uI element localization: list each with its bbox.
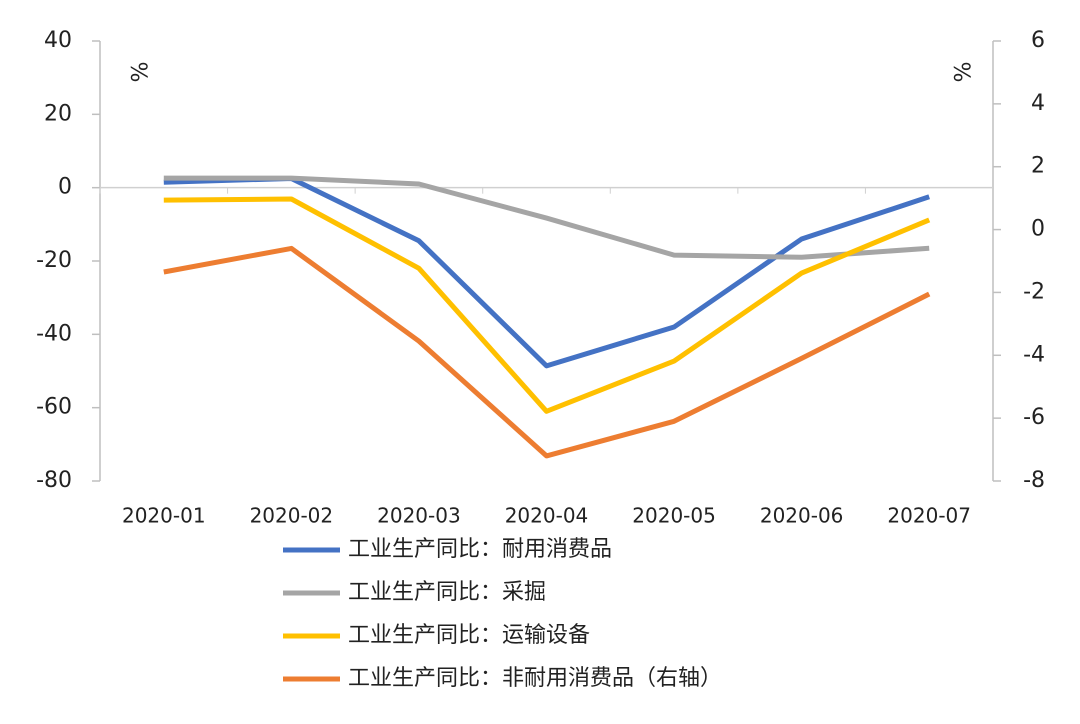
y2-tick-label: 4: [1031, 91, 1045, 116]
series-line: [163, 245, 931, 459]
y-tick-label: -60: [36, 395, 72, 420]
x-tick-label: 2020-06: [760, 504, 844, 528]
y-tick-label: -80: [36, 468, 72, 493]
legend-label: 工业生产同比：运输设备: [348, 623, 590, 648]
y2-tick-label: 2: [1031, 154, 1045, 179]
legend-label: 工业生产同比：耐用消费品: [348, 537, 612, 562]
legend-label: 工业生产同比：非耐用消费品（右轴）: [348, 666, 722, 691]
y-axis-label: %: [125, 62, 150, 83]
y2-tick-label: -4: [1023, 342, 1045, 367]
y-tick-label: -40: [36, 321, 72, 346]
series-line: [163, 175, 930, 260]
y2-tick-label: 0: [1031, 217, 1045, 242]
y2-tick-label: 6: [1031, 28, 1045, 53]
x-tick-label: 2020-01: [122, 504, 206, 528]
y2-tick-label: -8: [1023, 468, 1045, 493]
y-tick-label: 0: [58, 175, 72, 200]
series-line: [163, 176, 930, 369]
y2-tick-label: -6: [1023, 405, 1045, 430]
x-tick-label: 2020-02: [250, 504, 334, 528]
legend-label: 工业生产同比：采掘: [348, 580, 546, 605]
y-tick-label: 40: [44, 28, 72, 53]
x-tick-label: 2020-04: [505, 504, 589, 528]
y2-axis-label: %: [948, 62, 973, 83]
series-line: [163, 196, 931, 414]
x-tick-label: 2020-03: [377, 504, 461, 528]
x-tick-label: 2020-07: [887, 504, 971, 528]
y-tick-label: -20: [36, 248, 72, 273]
x-tick-label: 2020-05: [632, 504, 716, 528]
y-tick-label: 20: [44, 101, 72, 126]
y2-tick-label: -2: [1023, 279, 1045, 304]
